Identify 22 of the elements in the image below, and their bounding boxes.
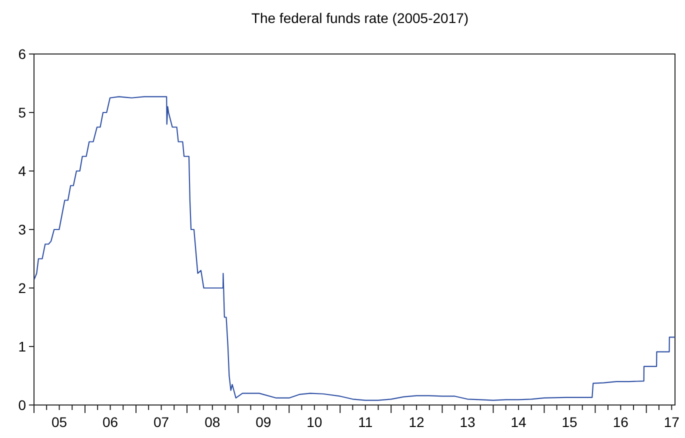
y-tick-label: 5 — [18, 104, 26, 120]
y-tick-label: 6 — [18, 46, 26, 62]
x-tick-label: 16 — [612, 414, 629, 430]
x-tick-label: 14 — [510, 414, 527, 430]
x-tick-label: 17 — [664, 414, 680, 430]
y-tick-label: 4 — [18, 162, 26, 179]
x-tick-label: 09 — [256, 414, 272, 430]
x-tick-label: 05 — [52, 414, 68, 430]
y-tick-label: 0 — [18, 396, 26, 413]
line-series — [34, 96, 676, 401]
y-tick-label: 1 — [18, 338, 26, 354]
x-tick-label: 11 — [358, 414, 373, 430]
x-tick-label: 10 — [306, 414, 322, 430]
x-tick-label: 15 — [562, 414, 578, 430]
x-tick-label: 06 — [102, 414, 118, 430]
y-tick-label: 3 — [18, 221, 26, 238]
y-tick-label: 2 — [18, 280, 26, 296]
x-tick-label: 12 — [408, 414, 425, 430]
x-tick-label: 08 — [204, 414, 220, 430]
x-tick-label: 07 — [153, 414, 170, 430]
chart-title: The federal funds rate (2005-2017) — [251, 10, 469, 26]
x-tick-label: 13 — [460, 414, 476, 430]
